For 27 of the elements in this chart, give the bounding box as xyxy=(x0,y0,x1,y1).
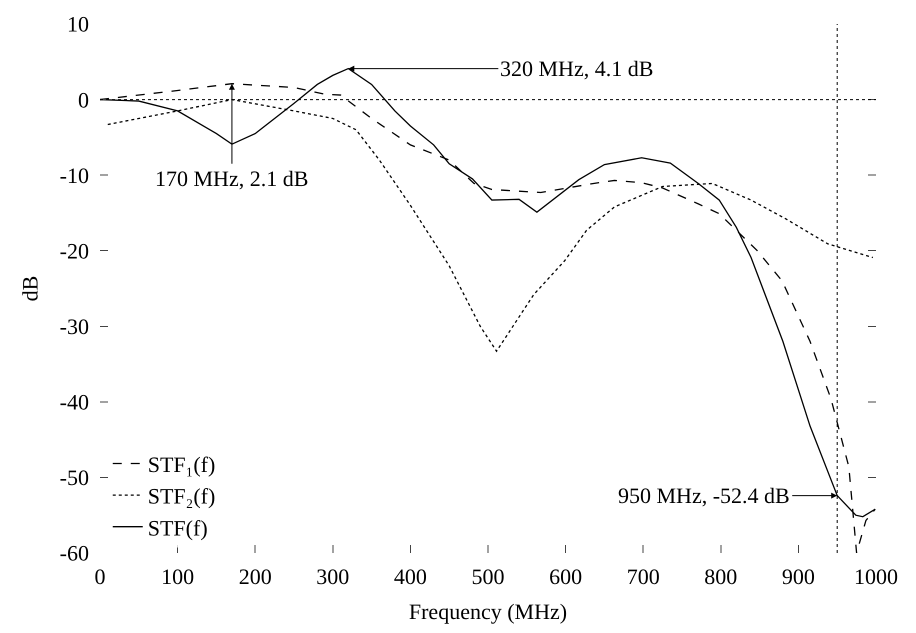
x-tick-label: 900 xyxy=(782,564,815,589)
annotation: 170 MHz, 2.1 dB xyxy=(155,166,308,191)
y-tick-label: -20 xyxy=(60,238,89,264)
x-tick-label: 700 xyxy=(626,564,660,589)
y-axis-title: dB xyxy=(17,276,42,302)
legend-label: STF₁(f) xyxy=(148,452,216,478)
x-axis-title: Frequency (MHz) xyxy=(408,598,568,624)
legend-label: STF₂(f) xyxy=(148,484,216,509)
y-tick-label: 0 xyxy=(78,87,89,112)
x-tick-label: 100 xyxy=(161,564,194,589)
y-tick-label: -40 xyxy=(60,390,89,415)
x-tick-label: 800 xyxy=(704,564,738,589)
x-tick-label: 400 xyxy=(394,564,427,589)
y-tick-label: -50 xyxy=(60,465,89,490)
x-tick-label: 300 xyxy=(316,564,350,589)
legend-label: STF(f) xyxy=(148,515,208,540)
y-tick-label: -30 xyxy=(60,314,89,339)
y-tick-label: -60 xyxy=(60,540,89,566)
annotation: 950 MHz, -52.4 dB xyxy=(618,483,790,508)
x-tick-label: 0 xyxy=(94,564,106,589)
x-tick-label: 1000 xyxy=(854,564,898,589)
x-tick-label: 200 xyxy=(238,564,272,589)
x-tick-label: 500 xyxy=(472,564,504,589)
y-tick-label: 10 xyxy=(67,12,89,37)
annotation: 320 MHz, 4.1 dB xyxy=(500,56,654,81)
x-tick-label: 600 xyxy=(549,564,582,589)
y-tick-label: -10 xyxy=(60,162,89,188)
